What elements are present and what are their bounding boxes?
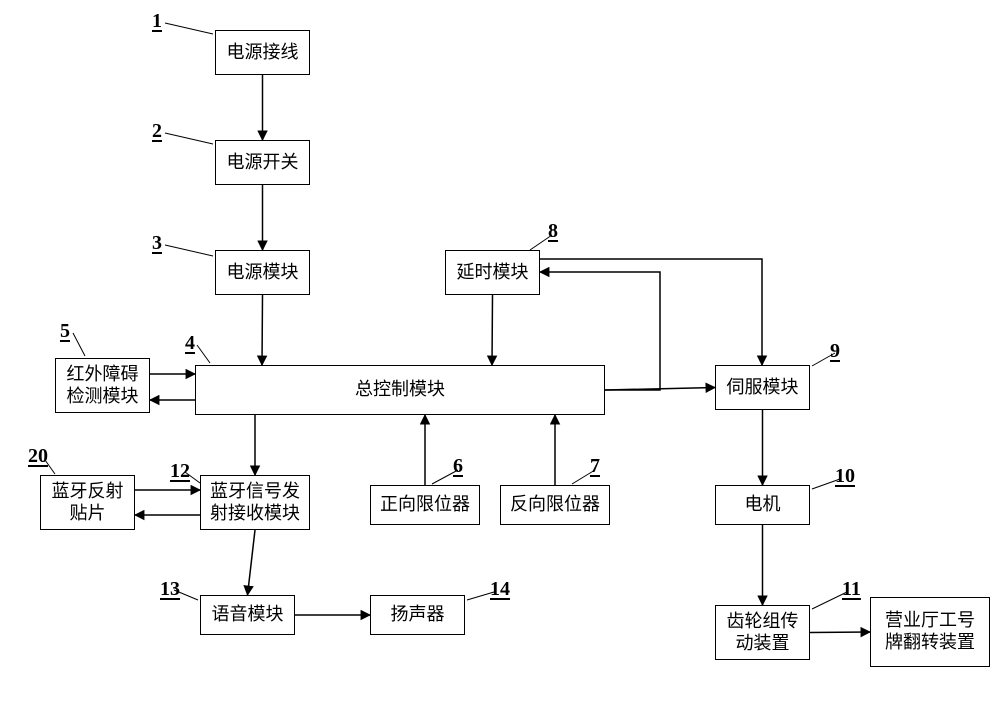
ref-label-l11: 11 [842,578,861,601]
node-label: 电源接线 [227,42,299,64]
flow-node-n2: 电源开关 [215,140,310,185]
flow-node-n6: 正向限位器 [370,485,480,525]
edge [492,295,493,365]
flow-node-n14: 扬声器 [370,595,465,635]
node-label: 电源开关 [227,152,299,174]
node-label: 红外障碍检测模块 [62,364,143,407]
flow-node-n7: 反向限位器 [500,485,610,525]
node-label: 蓝牙信号发射接收模块 [207,481,303,524]
flow-node-n5: 红外障碍检测模块 [55,358,150,413]
node-label: 蓝牙反射贴片 [47,481,128,524]
ref-label-l12: 12 [170,460,190,483]
ref-label-l4: 4 [185,332,195,355]
edge [248,530,256,595]
flow-node-n20: 蓝牙反射贴片 [40,475,135,530]
ref-label-l3: 3 [152,232,162,255]
ref-label-l20: 20 [28,445,48,468]
label-leader [165,133,213,144]
flow-node-n13: 语音模块 [200,595,295,635]
node-label: 语音模块 [212,604,284,626]
node-label: 扬声器 [391,604,445,626]
node-label: 伺服模块 [727,377,799,399]
ref-label-l13: 13 [160,578,180,601]
ref-label-l5: 5 [60,320,70,343]
edge [605,388,715,391]
edge [810,632,870,633]
flow-node-n11: 齿轮组传动装置 [715,605,810,660]
ref-label-l1: 1 [152,10,162,33]
flow-node-n9: 伺服模块 [715,365,810,410]
flow-node-n12: 蓝牙信号发射接收模块 [200,475,310,530]
label-leader [73,333,85,356]
ref-label-l6: 6 [453,455,463,478]
edges-layer [0,0,1000,711]
node-label: 营业厅工号牌翻转装置 [877,610,983,653]
node-label: 延时模块 [457,262,529,284]
label-leader [165,245,213,256]
node-label: 电源模块 [227,262,299,284]
label-leader [165,23,213,34]
flow-node-n3: 电源模块 [215,250,310,295]
label-leader [197,345,210,363]
ref-label-l8: 8 [548,220,558,243]
ref-label-l7: 7 [590,455,600,478]
flow-node-nX: 营业厅工号牌翻转装置 [870,597,990,667]
diagram-canvas: 电源接线电源开关电源模块总控制模块 红外障碍检测模块正向限位器 反向限位器 延时模块伺… [0,0,1000,711]
ref-label-l2: 2 [152,120,162,143]
edge [540,259,762,365]
node-label: 正向限位器 [380,494,470,516]
node-label: 总控制模块 [355,379,445,401]
node-label: 反向限位器 [510,494,600,516]
flow-node-n10: 电机 [715,485,810,525]
flow-node-n8: 延时模块 [445,250,540,295]
node-label: 电机 [745,494,781,516]
ref-label-l10: 10 [835,465,855,488]
edge [262,295,263,365]
ref-label-l9: 9 [830,340,840,363]
node-label: 齿轮组传动装置 [722,611,803,654]
ref-label-l14: 14 [490,578,510,601]
flow-node-n1: 电源接线 [215,30,310,75]
flow-node-n4: 总控制模块 [195,365,605,415]
